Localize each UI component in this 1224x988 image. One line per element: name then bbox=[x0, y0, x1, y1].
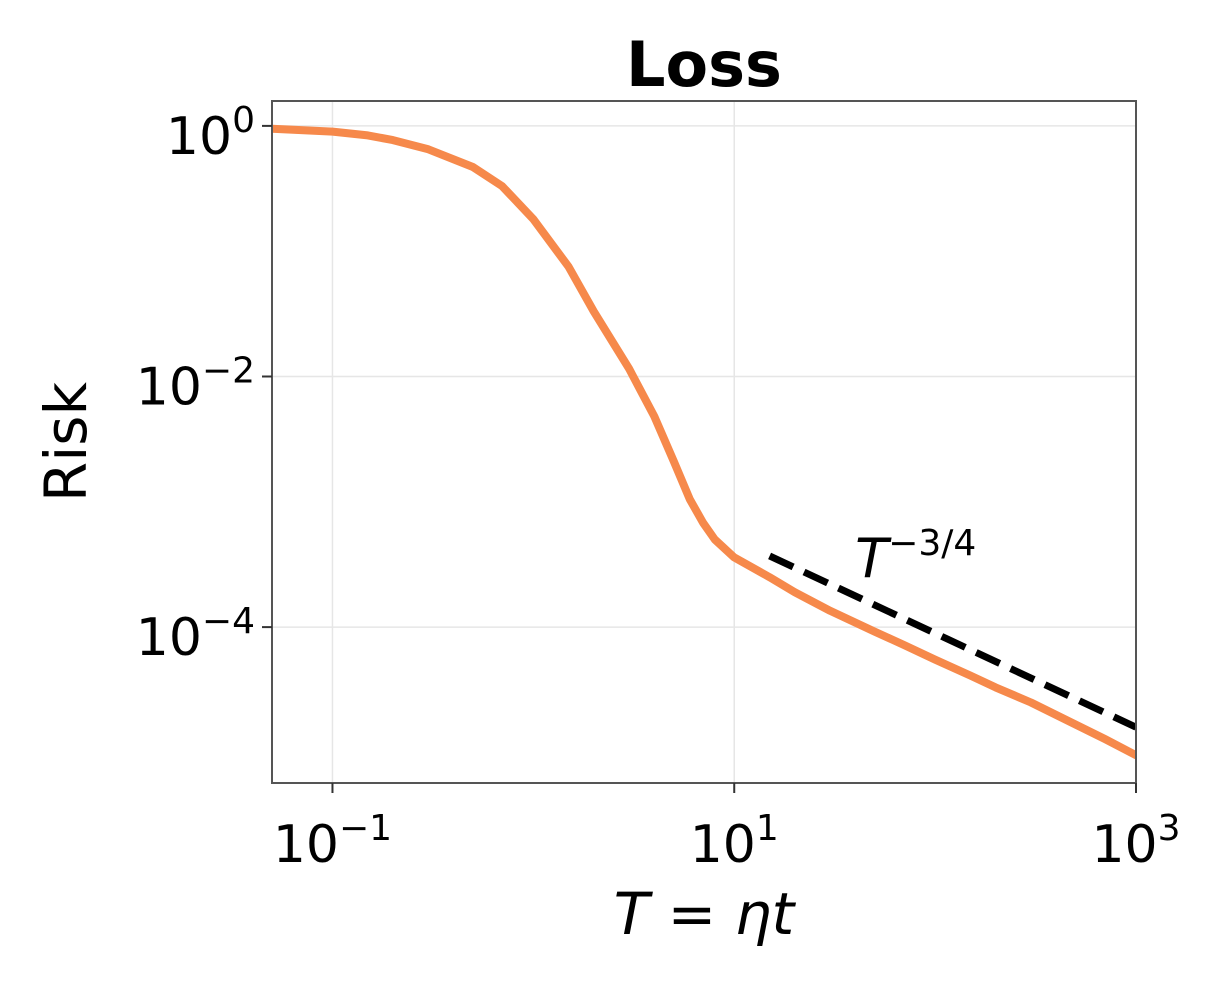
tick-marks bbox=[262, 124, 1137, 793]
risk-curve-line bbox=[272, 124, 1136, 760]
power-law-reference-line bbox=[768, 552, 1136, 731]
y-tick-labels: 100 10−2 10−4 bbox=[136, 100, 255, 668]
x-tick-label: 10−1 bbox=[273, 808, 392, 875]
grid-lines bbox=[272, 101, 1137, 783]
x-tick-label: 101 bbox=[690, 808, 779, 875]
y-tick-label: 10−4 bbox=[136, 601, 255, 668]
x-tick-label: 103 bbox=[1091, 808, 1180, 875]
annotations: T−3/4 bbox=[855, 523, 976, 590]
x-tick-labels: 10−1 101 103 bbox=[273, 808, 1181, 875]
chart-title: Loss bbox=[626, 28, 782, 101]
slope-annotation: T−3/4 bbox=[855, 523, 976, 590]
y-tick-label: 10−2 bbox=[136, 350, 255, 417]
plot-frame bbox=[271, 100, 1137, 784]
y-axis-label: Risk bbox=[32, 381, 100, 502]
series-layer bbox=[272, 124, 1136, 760]
x-axis-label: T = ηt bbox=[614, 880, 797, 948]
y-tick-label: 100 bbox=[166, 100, 255, 167]
